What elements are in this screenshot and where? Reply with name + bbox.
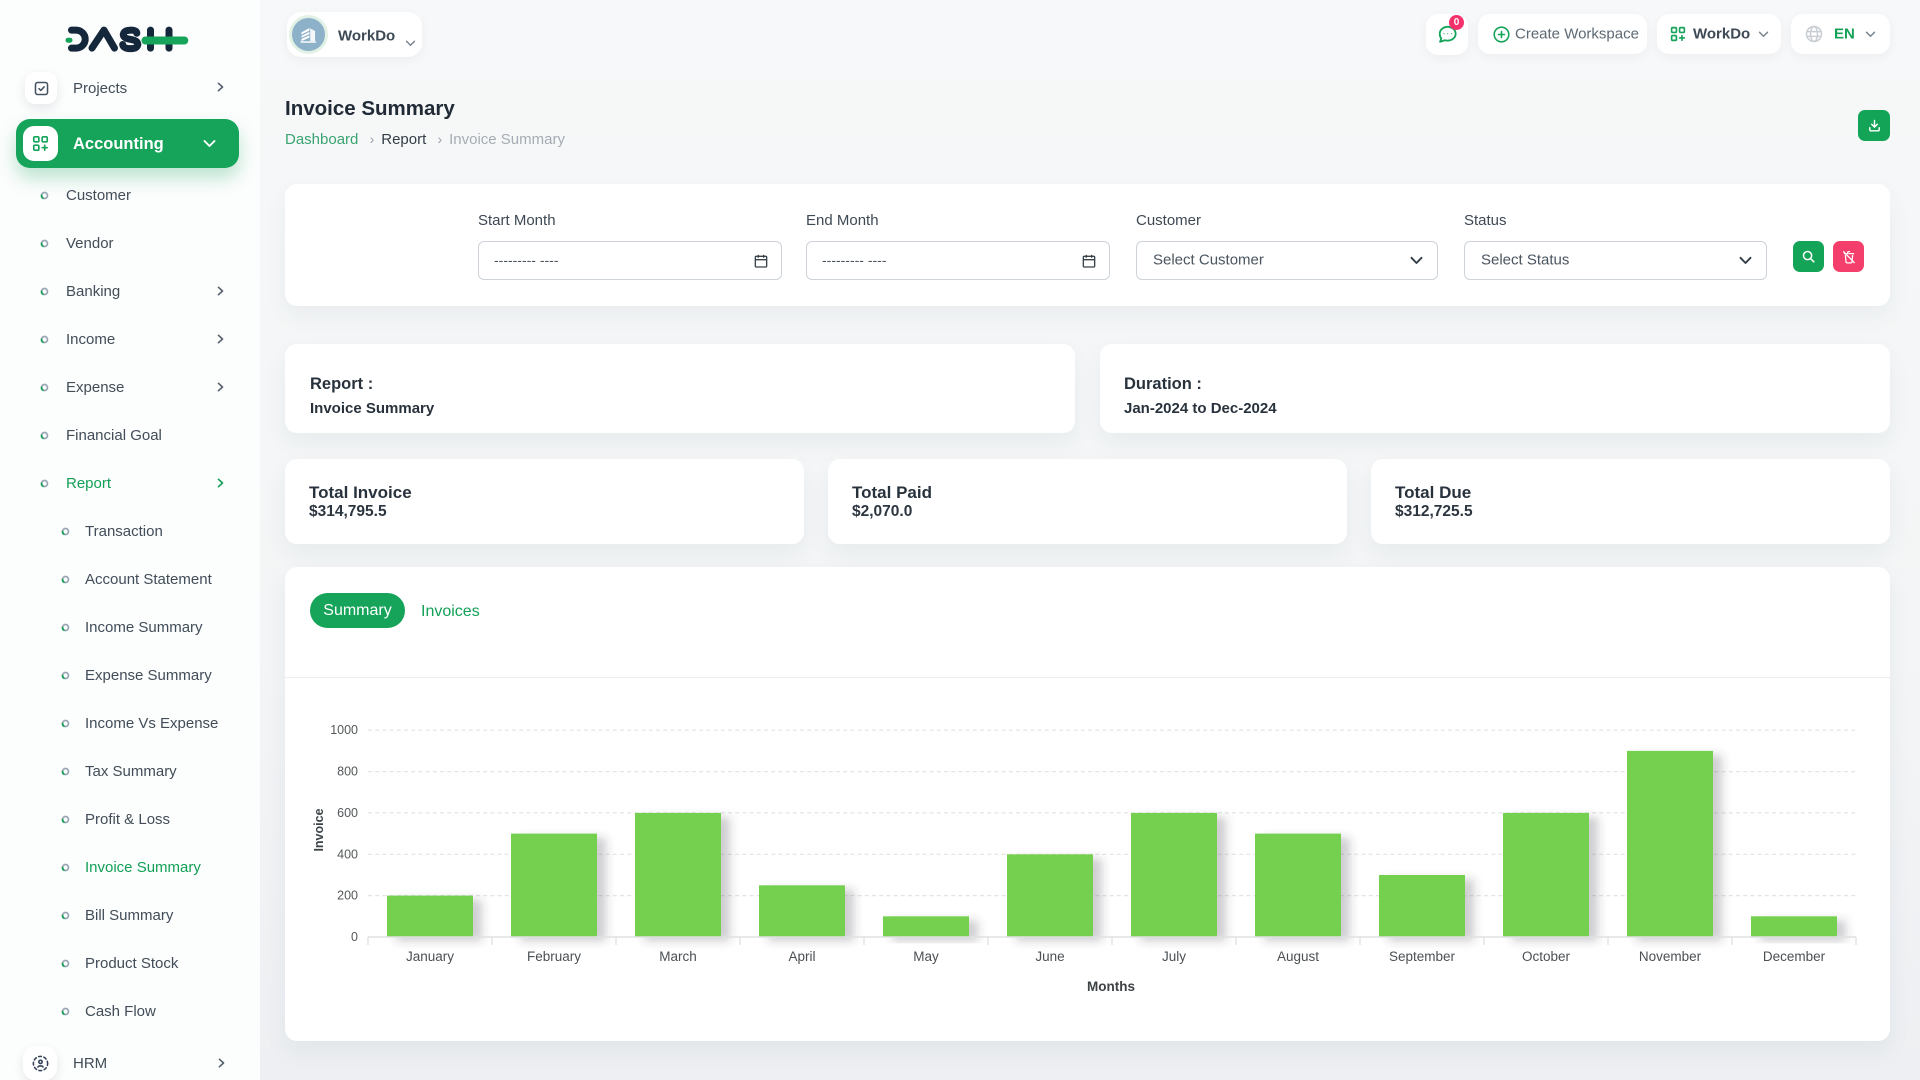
svg-text:400: 400 [337,847,358,861]
svg-text:Invoice: Invoice [312,808,326,851]
svg-text:November: November [1639,949,1702,964]
svg-text:October: October [1522,949,1571,964]
svg-text:March: March [659,949,697,964]
svg-text:June: June [1035,949,1064,964]
svg-text:September: September [1389,949,1456,964]
svg-text:800: 800 [337,765,358,779]
svg-text:July: July [1162,949,1186,964]
svg-text:August: August [1277,949,1319,964]
svg-text:May: May [913,949,939,964]
svg-text:600: 600 [337,806,358,820]
svg-text:200: 200 [337,889,358,903]
svg-text:Months: Months [1087,979,1135,994]
svg-text:February: February [527,949,581,964]
svg-text:December: December [1763,949,1826,964]
svg-text:April: April [788,949,815,964]
svg-text:January: January [406,949,454,964]
svg-text:0: 0 [351,930,358,944]
svg-text:1000: 1000 [330,723,358,737]
